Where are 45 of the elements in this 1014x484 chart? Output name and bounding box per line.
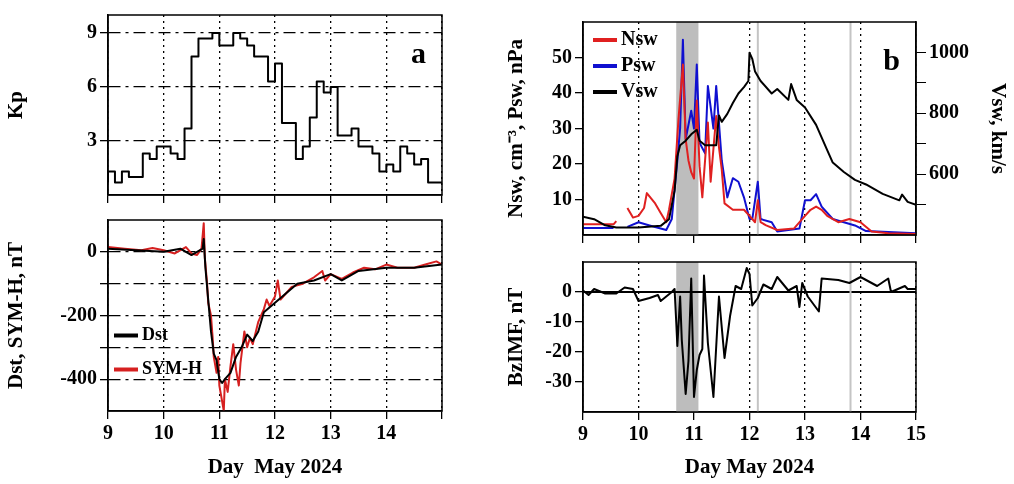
- y-tick-label: 9: [87, 20, 97, 43]
- x-tick-label: 11: [684, 422, 704, 445]
- y-tick-label: -20: [545, 339, 572, 362]
- legend-label: Nsw: [621, 27, 659, 50]
- legend-label: Vsw: [621, 79, 659, 102]
- x-tick-label: 11: [209, 421, 229, 444]
- x-tick-label: 9: [578, 422, 588, 445]
- y-tick-label: 3: [87, 128, 97, 151]
- y-tick-label: 10: [552, 186, 572, 209]
- x-axis-title: Day May 2024: [207, 453, 343, 478]
- x-axis-title: Day May 2024: [684, 453, 815, 478]
- y2-tick-label: 800: [929, 100, 959, 123]
- x-tick-label: 15: [906, 422, 926, 445]
- x-tick-label: 13: [795, 422, 815, 445]
- y-tick-label: 0: [87, 239, 97, 262]
- y-tick-label: -200: [60, 302, 97, 325]
- legend-label: SYM-H: [142, 358, 202, 379]
- x-tick-label: 14: [376, 421, 397, 444]
- legend-label: Dst: [142, 324, 168, 345]
- y2-tick-label: 600: [929, 161, 959, 184]
- y-tick-label: 6: [87, 74, 97, 97]
- y-tick-label: 50: [552, 44, 572, 67]
- y-tick-label: 20: [552, 151, 572, 174]
- y2-tick-label: 1000: [929, 39, 969, 62]
- annotation: b: [883, 43, 900, 76]
- x-tick-label: 12: [265, 421, 285, 444]
- y-axis-title: BzIMF, nT: [503, 287, 528, 387]
- x-tick-label: 14: [850, 422, 871, 445]
- y-axis-title: Dst, SYM-H, nT: [3, 241, 28, 390]
- x-tick-label: 10: [628, 422, 649, 445]
- y-axis-title: Nsw, cm⁻³, Psw, nPa: [503, 38, 528, 218]
- y-tick-label: 40: [552, 80, 572, 103]
- y-tick-label: -400: [60, 366, 97, 389]
- y-axis-title: Kp: [3, 90, 28, 120]
- x-tick-label: 9: [103, 421, 113, 444]
- y-tick-label: -10: [545, 309, 572, 332]
- y-tick-label: 30: [552, 115, 572, 138]
- x-tick-label: 12: [739, 422, 760, 445]
- y2-axis-title: Vsw, km/s: [986, 82, 1011, 175]
- legend-label: Psw: [621, 53, 656, 76]
- x-tick-label: 13: [320, 421, 341, 444]
- y-tick-label: -30: [545, 369, 572, 392]
- annotation: a: [411, 36, 426, 69]
- y-tick-label: 0: [562, 279, 572, 302]
- x-tick-label: 10: [153, 421, 174, 444]
